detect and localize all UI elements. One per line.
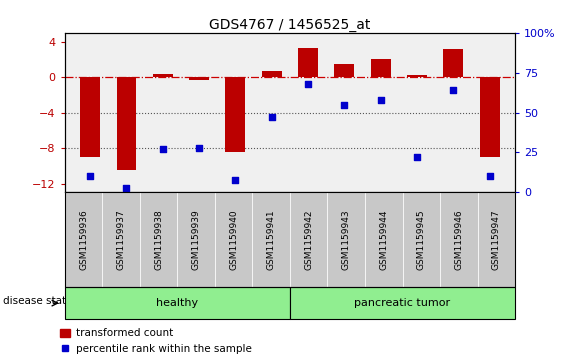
Text: GSM1159945: GSM1159945	[417, 209, 426, 270]
Bar	[225, 77, 245, 152]
Text: pancreatic tumor: pancreatic tumor	[355, 298, 450, 308]
Text: GSM1159938: GSM1159938	[154, 209, 163, 270]
Text: GSM1159937: GSM1159937	[117, 209, 126, 270]
Point	[340, 102, 349, 107]
Bar	[407, 75, 427, 77]
Text: GSM1159939: GSM1159939	[191, 209, 200, 270]
Point	[86, 174, 95, 179]
Text: GSM1159942: GSM1159942	[304, 209, 313, 270]
Bar	[189, 77, 209, 80]
Text: GSM1159946: GSM1159946	[454, 209, 463, 270]
Bar	[371, 59, 391, 77]
Point	[158, 146, 167, 152]
Point	[449, 87, 458, 93]
Point	[195, 145, 204, 151]
Text: GSM1159940: GSM1159940	[229, 209, 238, 270]
Legend: transformed count, percentile rank within the sample: transformed count, percentile rank withi…	[56, 324, 256, 358]
Bar	[80, 77, 100, 157]
Text: GSM1159947: GSM1159947	[492, 209, 501, 270]
Bar	[480, 77, 500, 157]
Point	[376, 97, 385, 103]
Text: healthy: healthy	[157, 298, 198, 308]
Point	[485, 174, 494, 179]
Bar	[334, 64, 355, 77]
Point	[122, 185, 131, 191]
Point	[231, 177, 240, 183]
Bar	[262, 71, 282, 77]
Bar	[298, 48, 318, 77]
Point	[413, 154, 422, 160]
Text: GSM1159936: GSM1159936	[79, 209, 88, 270]
Text: disease state: disease state	[3, 296, 72, 306]
Text: GSM1159941: GSM1159941	[267, 209, 276, 270]
Bar	[153, 74, 173, 77]
Point	[267, 114, 276, 120]
Title: GDS4767 / 1456525_at: GDS4767 / 1456525_at	[209, 18, 370, 32]
Bar	[117, 77, 136, 170]
Bar	[444, 49, 463, 77]
Text: GSM1159944: GSM1159944	[379, 209, 388, 270]
Point	[303, 81, 312, 87]
Text: GSM1159943: GSM1159943	[342, 209, 351, 270]
